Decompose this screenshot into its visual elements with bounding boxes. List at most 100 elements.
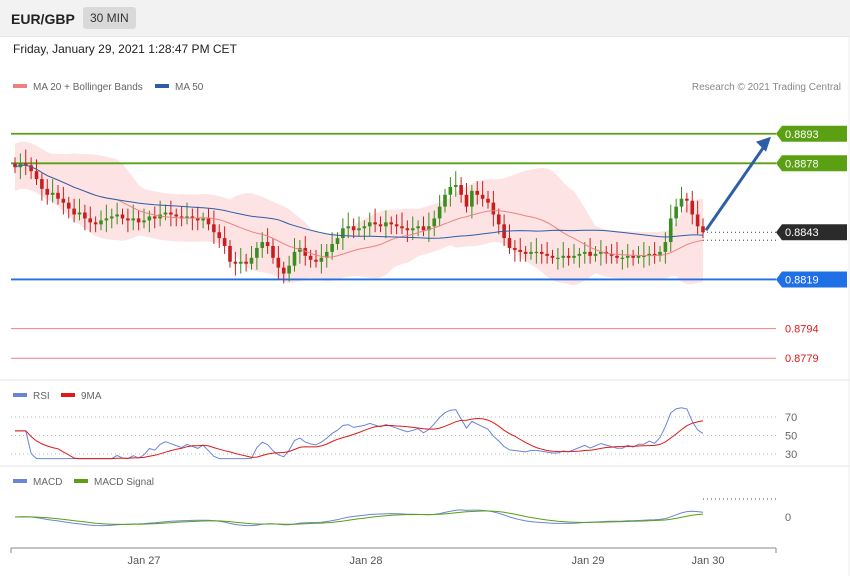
candle-body (400, 226, 404, 229)
macd-signal-legend-swatch (74, 479, 88, 483)
candle-body (185, 216, 189, 219)
candle-body (443, 194, 447, 207)
candle-body (319, 257, 324, 262)
time-tick-label: Jan 28 (349, 555, 382, 567)
candle-body (620, 257, 625, 259)
macd-legend: MACD MACD Signal (13, 477, 154, 488)
level-label: 0.8843 (785, 227, 819, 239)
candle-body (341, 228, 345, 239)
candle-body (217, 232, 222, 239)
candle-body (674, 206, 678, 219)
chart-header: EUR/GBP 30 MIN (0, 0, 850, 37)
candle-body (228, 245, 232, 262)
candle-body (244, 261, 248, 264)
rsi-legend-label: RSI (33, 391, 50, 402)
candle-body (115, 214, 119, 217)
candle-body (163, 212, 168, 215)
candle-body (136, 218, 141, 223)
candle-body (507, 238, 512, 248)
ma20-legend-swatch (13, 84, 27, 88)
candle-body (83, 212, 87, 219)
time-tick-label: Jan 29 (571, 555, 604, 567)
last-level-tag (776, 224, 847, 241)
candle-body (298, 247, 302, 252)
candle-body (518, 249, 523, 252)
candle-body (545, 253, 549, 256)
candle-body (695, 214, 700, 227)
macd-legend-swatch (13, 479, 27, 483)
candle-body (701, 226, 705, 233)
candle-body (609, 253, 614, 256)
candle-body (470, 190, 474, 207)
ma50-legend-label: MA 50 (175, 82, 204, 93)
candle-body (56, 192, 60, 199)
candle-body (195, 218, 200, 221)
candle-body (222, 238, 227, 246)
candle-body (23, 163, 28, 166)
macd-zero-label: 0 (785, 512, 791, 524)
candle-body (378, 224, 383, 227)
candle-body (625, 255, 630, 258)
candle-body (29, 165, 33, 172)
candle-body (66, 202, 71, 209)
macd-legend-label: MACD (33, 477, 62, 488)
candle-body (480, 194, 485, 199)
candle-body (40, 179, 44, 189)
candle-body (523, 251, 528, 254)
candle-body (486, 198, 490, 203)
candle-body (287, 265, 291, 274)
candle-body (206, 218, 211, 225)
candle-body (324, 251, 329, 258)
candle-body (169, 212, 173, 215)
candle-body (636, 255, 641, 258)
candle-body (34, 171, 39, 180)
candle-body (126, 218, 130, 221)
macd-line (14, 509, 704, 527)
candle-body (410, 228, 415, 231)
level-label: 0.8819 (785, 274, 819, 286)
candle-body (77, 212, 82, 215)
rsi-level-label: 50 (785, 431, 797, 443)
candle-body (647, 253, 652, 256)
datetime-label: Friday, January 29, 2021 1:28:47 PM CET (13, 42, 237, 56)
candle-body (373, 222, 377, 225)
resistance-level-tag (776, 125, 847, 142)
candle-body (679, 198, 684, 207)
candle-body (389, 222, 394, 225)
ma50-legend-swatch (155, 84, 169, 88)
candle-body (131, 218, 136, 221)
candle-body (534, 251, 539, 254)
candle-body (351, 226, 356, 231)
ma20-line (14, 164, 704, 258)
candle-body (561, 255, 566, 258)
candle-body (174, 214, 179, 217)
level-label: 0.8893 (785, 129, 819, 141)
candle-body (453, 184, 458, 187)
candle-body (593, 253, 598, 256)
candle-body (437, 206, 442, 219)
candle-body (459, 184, 463, 195)
candle-body (685, 198, 689, 201)
candle-body (448, 186, 453, 195)
timeframe-button[interactable]: 30 MIN (83, 7, 136, 29)
ma50-line (14, 164, 704, 239)
candle-body (346, 226, 351, 229)
candle-body (13, 163, 17, 168)
rsi-legend-swatch (13, 393, 27, 397)
candle-body (212, 224, 216, 233)
candle-body (314, 259, 318, 262)
level-label: 0.8779 (785, 353, 819, 365)
candle-body (652, 253, 657, 256)
candle-body (475, 190, 480, 195)
rsi-level-label: 30 (785, 449, 797, 461)
rsi-line (15, 407, 704, 460)
candle-body (120, 214, 125, 219)
candle-body (249, 257, 254, 264)
symbol-label: EUR/GBP (11, 11, 75, 27)
candle-body (50, 192, 55, 195)
candle-body (281, 267, 286, 274)
candle-body (255, 247, 259, 258)
support-level-tag (776, 271, 847, 288)
candle-body (405, 228, 410, 231)
candle-body (427, 226, 431, 231)
